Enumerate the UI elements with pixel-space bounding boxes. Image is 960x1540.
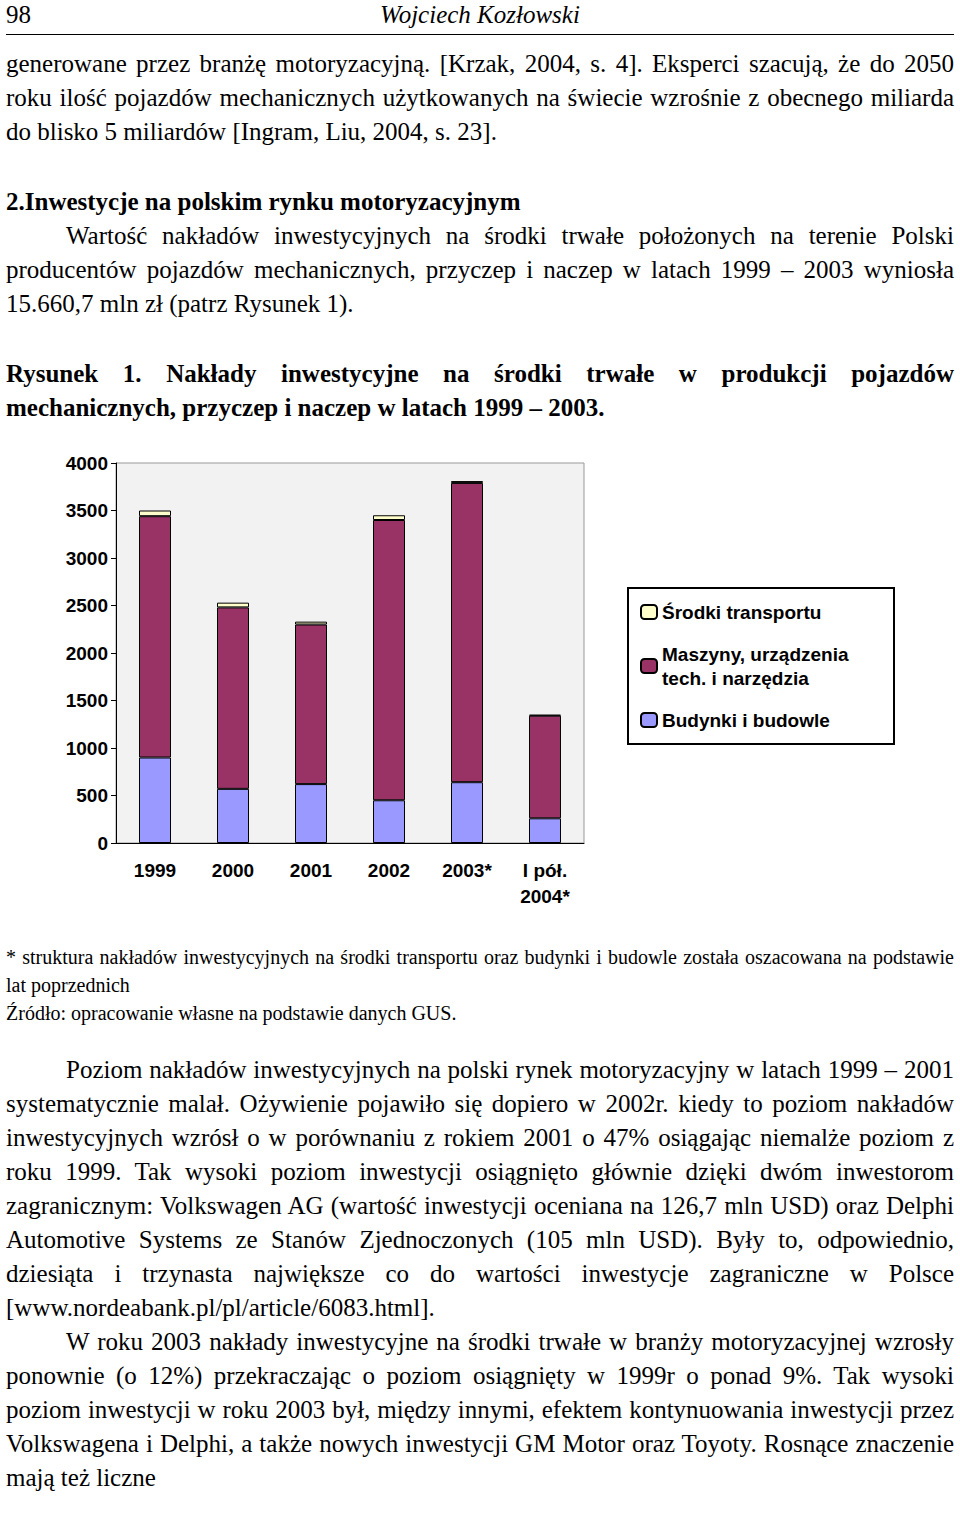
html-text:W roku 2003 nakłady inwestycyj: W roku 2003 nakłady inwestycyjne na środ… — [6, 1328, 954, 1491]
svg-text:I pół.: I pół. — [523, 860, 567, 881]
html-text:Źródło: opracowanie własne na: Źródło: opracowanie własne na podstawie … — [6, 1002, 457, 1024]
html-text:Wojciech Kozłowski: Wojciech Kozłowski — [380, 1, 580, 28]
svg-text:2500: 2500 — [66, 595, 108, 616]
html-text:generowane przez branżę motory: generowane przez branżę motoryzacyjną. [… — [6, 50, 954, 145]
svg-text:0: 0 — [97, 833, 108, 854]
svg-text:2001: 2001 — [290, 860, 333, 881]
svg-text:tech. i narzędzia: tech. i narzędzia — [662, 668, 809, 689]
svg-text:500: 500 — [76, 785, 108, 806]
html-text:* struktura nakładów inwestycy: * struktura nakładów inwestycyjnych na ś… — [6, 946, 954, 996]
svg-text:3000: 3000 — [66, 548, 108, 569]
html-text:98: 98 — [6, 1, 31, 28]
svg-text:1500: 1500 — [66, 690, 108, 711]
svg-text:2004*: 2004* — [520, 886, 570, 907]
svg-text:Budynki i budowle: Budynki i budowle — [662, 710, 830, 731]
html-text:2.Inwestycje na polskim rynku: 2.Inwestycje na polskim rynku motoryzacy… — [6, 188, 521, 215]
svg-text:Maszyny, urządzenia: Maszyny, urządzenia — [662, 644, 854, 665]
svg-text:2003*: 2003* — [442, 860, 492, 881]
svg-text:1999: 1999 — [134, 860, 176, 881]
html-text:Wartość nakładów inwestycyjnyc: Wartość nakładów inwestycyjnych na środk… — [6, 222, 954, 317]
html-text:Poziom nakładów inwestycyjnych: Poziom nakładów inwestycyjnych na polski… — [6, 1056, 954, 1321]
svg-text:2000: 2000 — [66, 643, 108, 664]
svg-text:4000: 4000 — [66, 453, 108, 474]
svg-text:2002: 2002 — [368, 860, 410, 881]
svg-text:Środki transportu: Środki transportu — [662, 602, 821, 623]
svg-text:3500: 3500 — [66, 500, 108, 521]
html-text:Rysunek 1. Nakłady inwestycyjn: Rysunek 1. Nakłady inwestycyjne na środk… — [6, 360, 954, 421]
svg-text:2000: 2000 — [212, 860, 254, 881]
svg-text:1000: 1000 — [66, 738, 108, 759]
